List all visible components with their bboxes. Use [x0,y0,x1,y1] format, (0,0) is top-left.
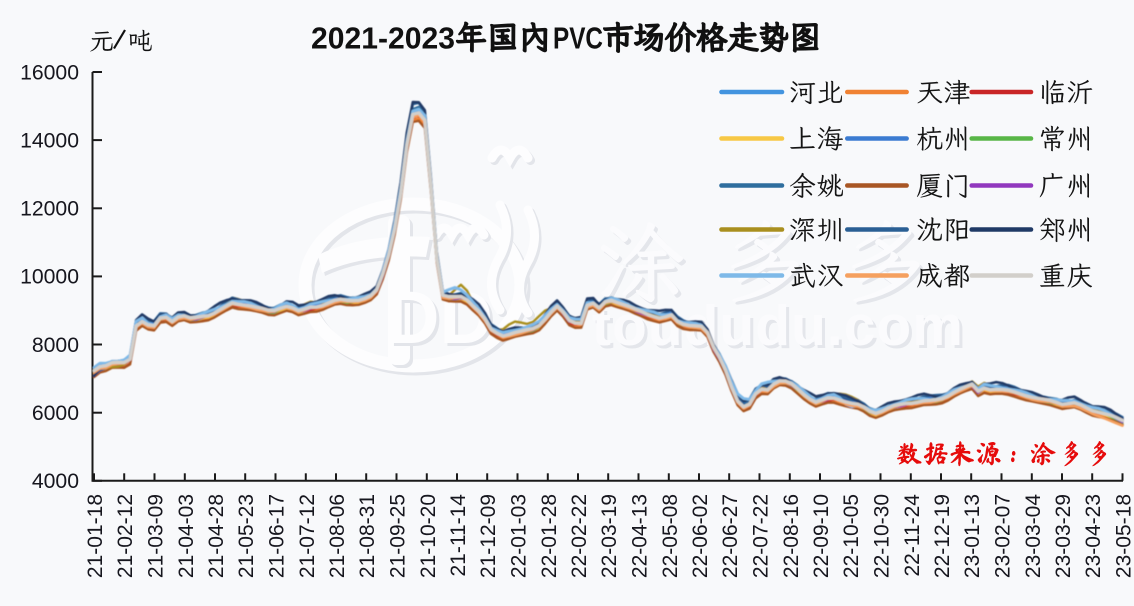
svg-text:22-01-03: 22-01-03 [508,494,531,578]
svg-text:16000: 16000 [20,61,79,84]
svg-text:22-03-19: 22-03-19 [598,494,621,578]
svg-text:22-07-22: 22-07-22 [750,494,773,578]
svg-text:21-03-09: 21-03-09 [145,494,168,578]
svg-text:22-06-02: 22-06-02 [689,494,712,578]
svg-text:10000: 10000 [20,266,79,289]
svg-text:22-08-16: 22-08-16 [780,494,803,578]
svg-text:toududu.com: toududu.com [592,294,964,358]
svg-text:22-12-19: 22-12-19 [931,494,954,578]
svg-text:21-04-28: 21-04-28 [205,494,228,578]
svg-text:2021-2023: 2021-2023 [311,21,455,56]
svg-text:12000: 12000 [20,198,79,221]
svg-text:22-04-13: 22-04-13 [629,494,652,578]
svg-text:21-10-20: 21-10-20 [417,494,440,578]
svg-text:22-10-05: 22-10-05 [840,494,863,578]
svg-text:22-01-28: 22-01-28 [538,494,561,578]
svg-text:21-01-18: 21-01-18 [84,494,107,578]
svg-text:22-02-22: 22-02-22 [568,494,591,578]
svg-text:21-08-31: 21-08-31 [356,494,379,578]
svg-text:21-02-12: 21-02-12 [114,494,137,578]
svg-text:21-04-03: 21-04-03 [175,494,198,578]
svg-text:6000: 6000 [32,402,79,425]
svg-text:22-05-08: 22-05-08 [659,494,682,578]
svg-text:PVC: PVC [553,21,603,56]
svg-text:23-02-07: 23-02-07 [992,494,1015,578]
svg-text:DD: DD [386,276,493,359]
svg-text:23-03-04: 23-03-04 [1022,494,1045,578]
svg-text:21-06-17: 21-06-17 [266,494,289,578]
svg-text:23-05-18: 23-05-18 [1113,494,1134,578]
svg-text:21-09-25: 21-09-25 [387,494,410,578]
svg-text:toududu.com: toududu.com [595,297,967,361]
svg-text:22-09-10: 22-09-10 [810,494,833,578]
svg-text:22-11-24: 22-11-24 [901,494,924,577]
svg-text:23-01-13: 23-01-13 [961,494,984,578]
svg-text:4000: 4000 [32,470,79,493]
svg-text:21-05-23: 21-05-23 [235,494,258,578]
svg-text:23-03-29: 23-03-29 [1052,494,1075,578]
svg-text:23-04-23: 23-04-23 [1082,494,1105,578]
svg-text:21-11-14: 21-11-14 [447,494,470,577]
svg-text:21-08-06: 21-08-06 [326,494,349,578]
svg-text:22-10-30: 22-10-30 [871,494,894,578]
svg-text:22-06-27: 22-06-27 [719,494,742,578]
svg-text:21-07-12: 21-07-12 [296,494,319,578]
svg-text:8000: 8000 [32,334,79,357]
svg-text:21-12-09: 21-12-09 [477,494,500,578]
svg-text:14000: 14000 [20,129,79,152]
